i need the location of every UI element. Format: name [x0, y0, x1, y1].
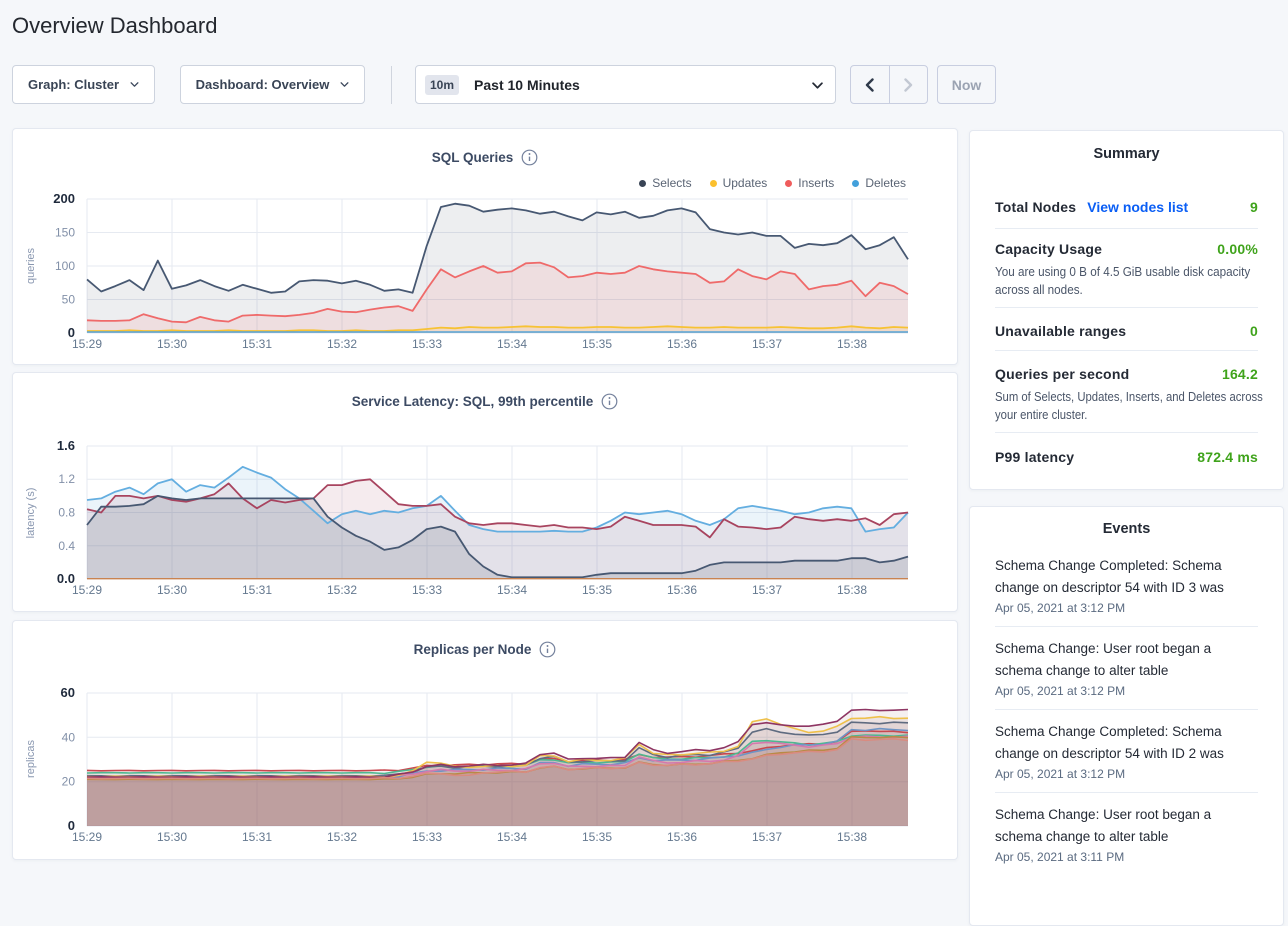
svg-text:15:34: 15:34 — [497, 337, 527, 351]
svg-text:15:34: 15:34 — [497, 583, 527, 597]
svg-text:15:29: 15:29 — [72, 583, 102, 597]
svg-text:50: 50 — [62, 293, 76, 307]
svg-text:15:30: 15:30 — [157, 337, 187, 351]
svg-text:0.8: 0.8 — [58, 506, 75, 520]
svg-text:15:34: 15:34 — [497, 830, 527, 844]
svg-text:15:38: 15:38 — [837, 583, 867, 597]
svg-text:0.4: 0.4 — [58, 539, 75, 553]
svg-text:15:35: 15:35 — [582, 337, 612, 351]
svg-text:1.2: 1.2 — [58, 472, 75, 486]
svg-text:15:30: 15:30 — [157, 830, 187, 844]
svg-text:15:33: 15:33 — [412, 830, 442, 844]
svg-text:15:30: 15:30 — [157, 583, 187, 597]
svg-text:queries: queries — [25, 247, 37, 284]
svg-text:15:36: 15:36 — [667, 583, 697, 597]
svg-text:15:37: 15:37 — [752, 583, 782, 597]
svg-text:150: 150 — [55, 226, 75, 240]
svg-text:0.0: 0.0 — [57, 571, 75, 586]
svg-text:15:29: 15:29 — [72, 830, 102, 844]
svg-text:15:38: 15:38 — [837, 337, 867, 351]
svg-text:15:31: 15:31 — [242, 830, 272, 844]
svg-text:0: 0 — [68, 818, 75, 833]
svg-text:15:32: 15:32 — [327, 583, 357, 597]
svg-text:15:32: 15:32 — [327, 830, 357, 844]
svg-text:60: 60 — [61, 685, 75, 700]
svg-text:20: 20 — [62, 775, 76, 789]
svg-text:15:37: 15:37 — [752, 830, 782, 844]
svg-text:15:36: 15:36 — [667, 337, 697, 351]
svg-text:15:33: 15:33 — [412, 337, 442, 351]
svg-text:15:33: 15:33 — [412, 583, 442, 597]
svg-text:replicas: replicas — [25, 740, 37, 778]
svg-text:15:32: 15:32 — [327, 337, 357, 351]
svg-text:15:31: 15:31 — [242, 583, 272, 597]
svg-text:15:37: 15:37 — [752, 337, 782, 351]
svg-text:15:35: 15:35 — [582, 830, 612, 844]
svg-text:15:36: 15:36 — [667, 830, 697, 844]
svg-text:15:35: 15:35 — [582, 583, 612, 597]
svg-text:100: 100 — [55, 259, 75, 273]
svg-text:1.6: 1.6 — [57, 438, 75, 453]
svg-text:15:31: 15:31 — [242, 337, 272, 351]
svg-text:40: 40 — [62, 730, 76, 744]
svg-text:latency (s): latency (s) — [25, 488, 37, 539]
svg-text:0: 0 — [68, 325, 75, 340]
svg-text:15:29: 15:29 — [72, 337, 102, 351]
svg-text:200: 200 — [53, 191, 75, 206]
svg-text:15:38: 15:38 — [837, 830, 867, 844]
